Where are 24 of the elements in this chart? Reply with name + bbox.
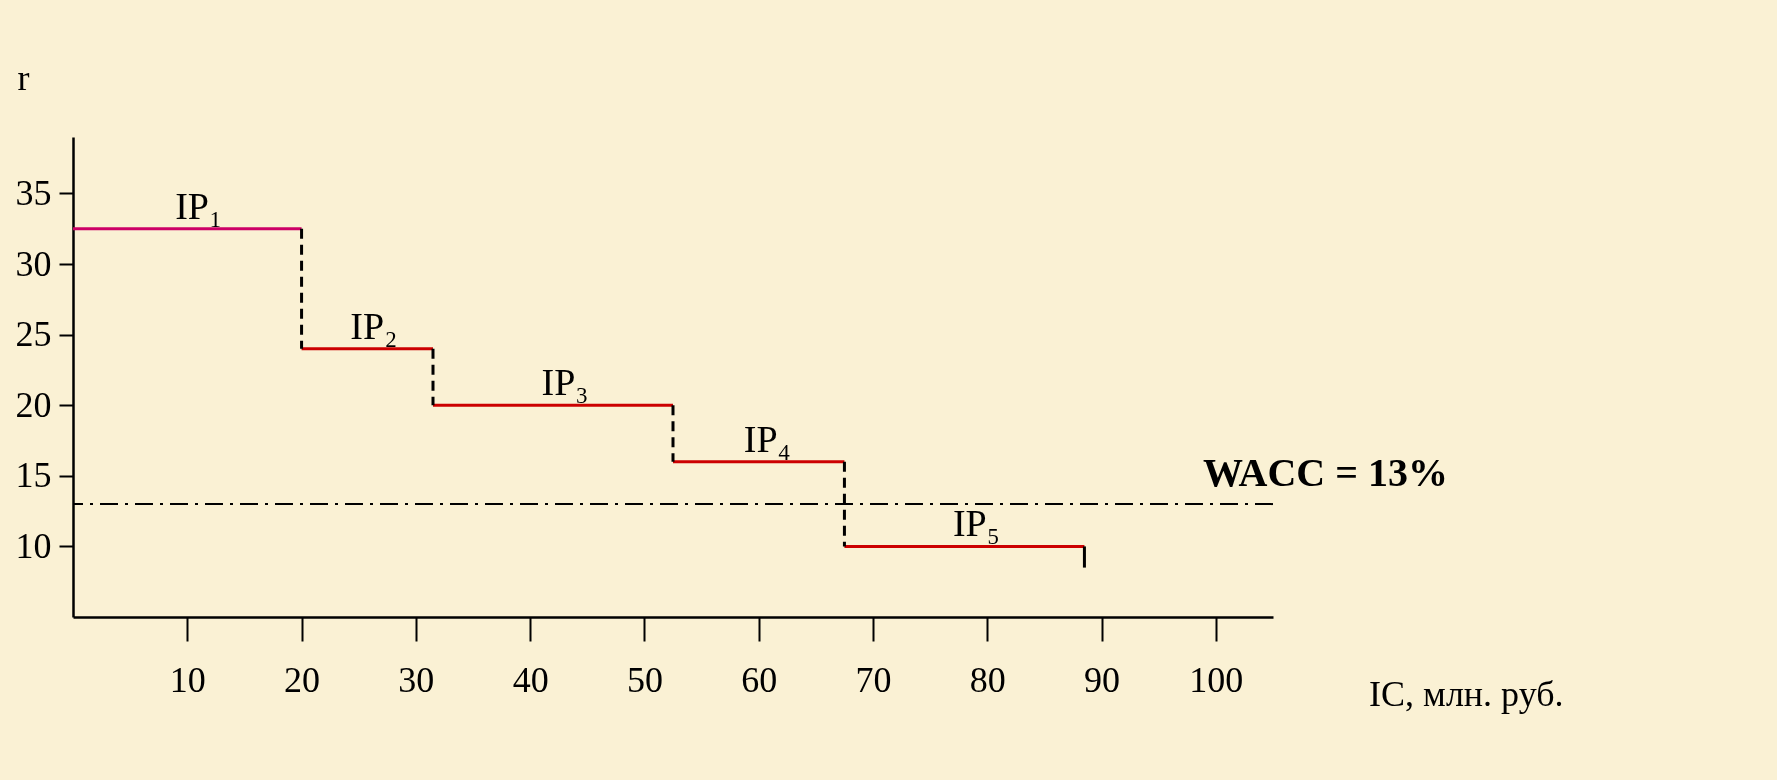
x-tick-label: 50 (626, 659, 663, 700)
series-label: IP₄ (743, 417, 791, 460)
y-tick-label: 30 (15, 243, 52, 284)
y-tick-label: 20 (15, 384, 52, 425)
series-label: IP₅ (952, 502, 1000, 545)
x-tick-label: 20 (284, 659, 321, 700)
series-label: IP₂ (350, 304, 398, 347)
x-tick-label: 80 (969, 659, 1006, 700)
x-tick-label: 10 (169, 659, 206, 700)
y-axis-title: r (17, 57, 30, 98)
x-tick-label: 30 (398, 659, 435, 700)
x-axis-title: IC, млн. руб. (1369, 673, 1564, 714)
y-tick-label: 35 (15, 172, 52, 213)
y-tick-label: 10 (15, 525, 52, 566)
series-label: IP₃ (541, 361, 589, 404)
x-tick-label: 70 (855, 659, 892, 700)
series-label: IP₁ (175, 184, 223, 227)
ref-line-label: WACC = 13% (1203, 450, 1449, 496)
y-tick-label: 25 (15, 314, 52, 355)
x-tick-label: 40 (512, 659, 549, 700)
x-tick-label: 60 (741, 659, 778, 700)
y-tick-label: 15 (15, 455, 52, 496)
x-tick-label: 100 (1189, 659, 1244, 700)
x-tick-label: 90 (1084, 659, 1121, 700)
